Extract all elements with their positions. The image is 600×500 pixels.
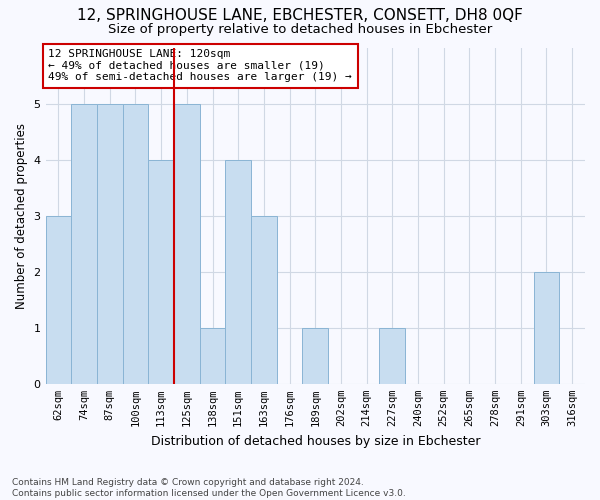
Bar xyxy=(533,272,559,384)
Bar xyxy=(379,328,405,384)
Bar xyxy=(71,104,97,384)
Text: 12, SPRINGHOUSE LANE, EBCHESTER, CONSETT, DH8 0QF: 12, SPRINGHOUSE LANE, EBCHESTER, CONSETT… xyxy=(77,8,523,22)
Bar xyxy=(97,104,122,384)
X-axis label: Distribution of detached houses by size in Ebchester: Distribution of detached houses by size … xyxy=(151,434,480,448)
Bar xyxy=(200,328,226,384)
Bar xyxy=(122,104,148,384)
Bar xyxy=(148,160,174,384)
Bar xyxy=(226,160,251,384)
Y-axis label: Number of detached properties: Number of detached properties xyxy=(15,122,28,308)
Text: Contains HM Land Registry data © Crown copyright and database right 2024.
Contai: Contains HM Land Registry data © Crown c… xyxy=(12,478,406,498)
Text: 12 SPRINGHOUSE LANE: 120sqm
← 49% of detached houses are smaller (19)
49% of sem: 12 SPRINGHOUSE LANE: 120sqm ← 49% of det… xyxy=(48,49,352,82)
Text: Size of property relative to detached houses in Ebchester: Size of property relative to detached ho… xyxy=(108,22,492,36)
Bar xyxy=(302,328,328,384)
Bar xyxy=(251,216,277,384)
Bar xyxy=(174,104,200,384)
Bar xyxy=(46,216,71,384)
